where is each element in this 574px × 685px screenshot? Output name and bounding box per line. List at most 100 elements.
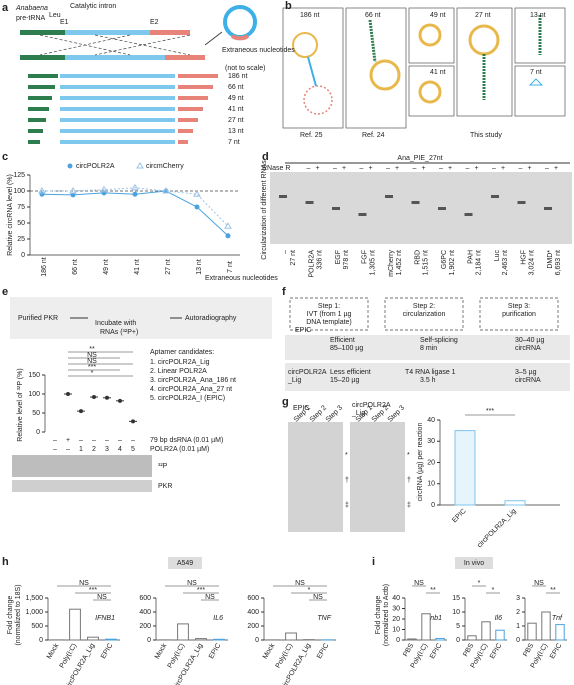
gel-title: circPOLR2A — [352, 402, 391, 409]
construct-blue — [60, 96, 175, 100]
length-label: 49 nt — [228, 95, 244, 102]
y-tick-label: 1 — [516, 623, 520, 630]
x-tick-label: PBS — [522, 642, 535, 658]
sig: * — [91, 370, 94, 377]
step: Step 2 — [309, 404, 328, 423]
x-tick-label: EPIC — [549, 642, 563, 660]
band-mark: † — [407, 477, 411, 484]
y-tick-label: 0 — [255, 637, 259, 644]
lane-name: HGF — [520, 250, 527, 265]
step: Incubate with — [95, 320, 136, 327]
series-line — [42, 187, 229, 227]
length-label: 7 nt — [530, 69, 542, 76]
y-tick-label: 500 — [31, 623, 43, 630]
sig: NS — [313, 594, 323, 601]
band-mark: * — [407, 452, 410, 459]
construct-green — [28, 118, 46, 122]
sign: – — [545, 165, 549, 172]
x-tick-label: 49 nt — [103, 259, 110, 275]
table-cell: T4 RNA ligase 1 — [405, 369, 456, 376]
construct-green — [28, 107, 49, 111]
point — [79, 409, 83, 414]
bar — [177, 623, 189, 641]
bar — [435, 637, 445, 641]
panel-label: f — [282, 286, 286, 298]
bar — [527, 622, 537, 641]
bar — [105, 638, 117, 641]
candidate: 5. circPOLR2A_I (EPIC) — [150, 395, 225, 402]
y-tick-label: 10 — [392, 626, 400, 633]
panel-a-art — [20, 5, 257, 60]
bar — [541, 611, 551, 641]
point — [131, 419, 135, 424]
gels — [10, 172, 572, 532]
lane-length: 27 nt — [290, 250, 297, 266]
y-tick-label: 25 — [17, 236, 25, 243]
band — [517, 201, 526, 204]
band-mark: ‡ — [345, 502, 349, 509]
length-label: 66 nt — [228, 84, 244, 91]
tag-box — [168, 557, 202, 569]
x-tick-label: circPOLR2A_Lig — [476, 508, 518, 550]
x-tick-label: 27 nt — [165, 259, 172, 275]
species: Anabaena — [15, 5, 48, 12]
y-label: circRNA (µg) per reaction — [417, 423, 424, 502]
cell: – — [118, 437, 122, 444]
step-text: DNA template) — [306, 319, 352, 326]
cell: – — [66, 446, 70, 453]
tag: In vivo — [464, 560, 484, 567]
cell: 3 — [105, 446, 109, 453]
point — [193, 190, 201, 197]
bar — [407, 638, 417, 641]
y-label: Fold change — [375, 596, 382, 635]
table-cell: circPOLR2A — [288, 369, 327, 376]
lane-length: 1,305 nt — [369, 250, 376, 275]
bar — [285, 632, 297, 641]
lane-length: 2,184 nt — [475, 250, 482, 275]
y-tick-label: 0 — [21, 252, 25, 259]
construct-red — [178, 140, 188, 144]
lane-name: mCherry — [388, 250, 395, 277]
panel-label: c — [2, 151, 8, 163]
y-tick-label: 20 — [427, 459, 435, 466]
lane-length: 1,902 nt — [449, 250, 456, 275]
x-tick-label: EPIC — [451, 508, 468, 525]
band — [385, 195, 393, 198]
y-tick-label: 30 — [427, 438, 435, 445]
sig: NS — [295, 580, 305, 587]
sig: * — [478, 580, 481, 587]
bar — [87, 636, 99, 641]
y-tick-label: 1,500 — [25, 595, 43, 602]
length-label: 49 nt — [430, 12, 446, 19]
ref: This study — [470, 132, 502, 139]
sign: – — [466, 165, 470, 172]
y-tick-label: 400 — [247, 609, 259, 616]
x-tick-label: Mock — [262, 642, 277, 660]
sign: + — [342, 165, 346, 172]
cell: 2 — [92, 446, 96, 453]
sig: NS — [79, 580, 89, 587]
band — [544, 207, 552, 210]
sig: NS — [97, 594, 107, 601]
bar — [481, 621, 491, 641]
bar — [421, 613, 431, 641]
construct-red — [178, 74, 218, 78]
y-tick-label: 10 — [452, 609, 460, 616]
band — [279, 195, 287, 198]
construct-green — [28, 129, 43, 133]
panel-label: b — [285, 0, 292, 12]
x-note: Extraneous nucleotides — [205, 275, 278, 282]
sig: NS — [87, 358, 97, 365]
point — [39, 191, 45, 197]
panel-label: i — [372, 556, 375, 568]
y-tick-label: 100 — [13, 188, 25, 195]
sig: * — [308, 587, 311, 594]
point — [100, 185, 108, 193]
x-tick-label: EPIC — [208, 642, 222, 660]
length-label: 27 nt — [228, 117, 244, 124]
panel-label: d — [262, 151, 269, 163]
gene-title: Tnf — [552, 615, 563, 622]
sig: ** — [550, 587, 556, 594]
exon-label: E1 — [60, 19, 69, 26]
y-tick-label: 0 — [516, 637, 520, 644]
